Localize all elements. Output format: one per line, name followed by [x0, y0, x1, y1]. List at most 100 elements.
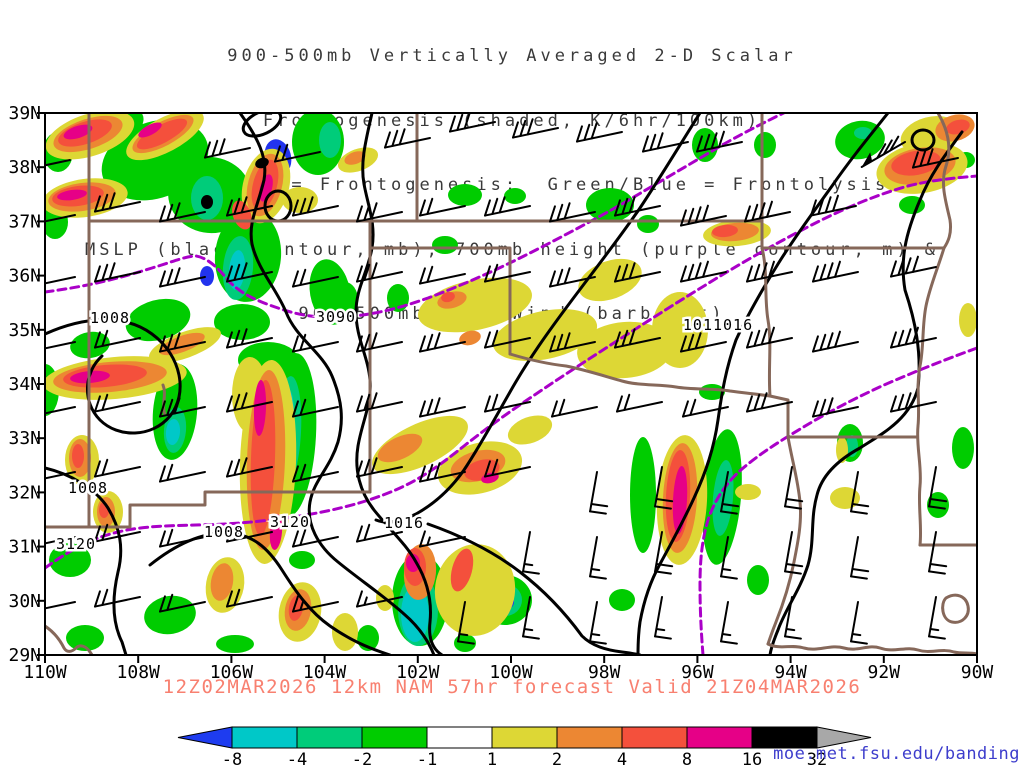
lat-tick-label: 37N: [8, 211, 41, 232]
lat-tick-label: 33N: [8, 428, 41, 449]
lat-tick-label: 32N: [8, 482, 41, 503]
wind-barb: [292, 528, 339, 548]
colorbar-segment: [686, 726, 753, 749]
wind-barb: [45, 341, 76, 350]
wind-barb: [419, 462, 466, 483]
contour-label: 3120: [270, 513, 310, 531]
wind-barb: [850, 471, 870, 515]
wind-barb: [522, 596, 540, 640]
wind-barb: [654, 466, 674, 510]
contour-label: 1008: [204, 523, 244, 541]
colorbar-tick-label: -1: [417, 750, 437, 768]
state-borders: [45, 113, 977, 655]
contour-labels: 1008 3090 1011016 1008 3120 1008 3120 1016: [53, 306, 754, 556]
wind-barb: [226, 262, 273, 283]
colorbar-segment: [296, 726, 363, 749]
wind-barb: [159, 593, 206, 613]
lat-tick-label: 30N: [8, 591, 41, 612]
wind-barb: [654, 531, 674, 575]
wind-barb: [356, 262, 403, 283]
lat-tick-label: 29N: [8, 645, 41, 666]
wind-barb: [682, 398, 729, 418]
wind-barb: [484, 458, 531, 478]
wind-barb: [226, 392, 273, 413]
wind-barb: [204, 138, 251, 159]
wind-barb: [419, 265, 466, 285]
lon-tick-label: 108W: [117, 662, 161, 683]
wind-barb: [449, 113, 496, 133]
wind-barb: [680, 332, 727, 353]
wind-barb: [680, 204, 727, 227]
lat-tick-label: 36N: [8, 266, 41, 287]
wind-barb: [850, 536, 870, 580]
wind-barb: [812, 260, 859, 283]
wind-barb: [696, 130, 743, 153]
wind-barb: [720, 536, 738, 580]
wind-barb: [589, 601, 607, 645]
lon-tick-label: 96W: [681, 662, 714, 683]
wind-barb: [384, 128, 431, 149]
wind-barb: [274, 143, 321, 163]
wind-barb: [292, 196, 339, 217]
wind-barb: [356, 202, 403, 223]
wind-barb: [549, 202, 596, 223]
wind-barb: [484, 393, 531, 413]
colorbar-segment: [361, 726, 428, 749]
wind-barb: [589, 471, 609, 515]
wind-barb: [720, 601, 738, 645]
wind-barb: [928, 531, 948, 575]
height-contours: [45, 113, 977, 655]
wind-barb: [746, 326, 793, 349]
title-line-1: 900-500mb Vertically Averaged 2-D Scalar: [227, 46, 797, 66]
wind-barb: [356, 332, 403, 353]
lon-tick-label: 100W: [489, 662, 533, 683]
colorbar-tick-label: 2: [552, 750, 562, 768]
wind-barb: [614, 196, 661, 217]
contour-label: 3120: [56, 535, 96, 553]
wind-barb: [94, 262, 141, 283]
wind-barb: [94, 329, 141, 349]
wind-barb: [292, 333, 339, 353]
colorbar-tick-label: -2: [352, 750, 372, 768]
wind-barb: [890, 392, 937, 413]
wind-barb: [928, 596, 946, 640]
lon-tick-label: 92W: [868, 662, 901, 683]
colorbar-tick-label: 1: [487, 750, 497, 768]
contour-label: 3090: [316, 308, 356, 326]
colorbar-tick-label: 16: [742, 750, 762, 768]
wind-barb: [614, 262, 661, 283]
wind-barb: [159, 463, 206, 483]
wind-barb: [784, 531, 804, 575]
wind-barb: [94, 458, 141, 478]
wind-barb: [860, 135, 906, 168]
lon-tick-label: 110W: [23, 662, 67, 683]
wind-barb: [226, 196, 273, 217]
lon-tick-label: 104W: [303, 662, 347, 683]
lat-tick-label: 34N: [8, 374, 41, 395]
lat-tick-label: 31N: [8, 537, 41, 558]
wind-barb: [744, 200, 791, 223]
colorbar-segment: [426, 726, 493, 749]
credit-link[interactable]: moe.met.fsu.edu/banding: [773, 744, 1020, 764]
wind-barb: [720, 471, 740, 515]
lon-tick-label: 94W: [774, 662, 807, 683]
lon-tick-label: 106W: [210, 662, 254, 683]
lat-tick-label: 38N: [8, 157, 41, 178]
wind-barb: [419, 530, 466, 548]
wind-barb: [356, 590, 403, 608]
wind-barb: [159, 202, 206, 223]
wind-barb: [484, 263, 531, 283]
contour-label: 1016: [384, 514, 424, 532]
wind-barb: [812, 397, 859, 418]
wind-barb: [159, 528, 206, 548]
colorbar-over-arrow: [816, 726, 872, 749]
colorbar-tick-label: -4: [287, 750, 307, 768]
wind-barb: [45, 214, 76, 223]
wind-barb: [45, 471, 76, 480]
wind-barb: [45, 601, 76, 610]
wind-barb: [45, 536, 76, 545]
wind-barb: [589, 536, 607, 580]
wind-barb: [356, 523, 403, 543]
